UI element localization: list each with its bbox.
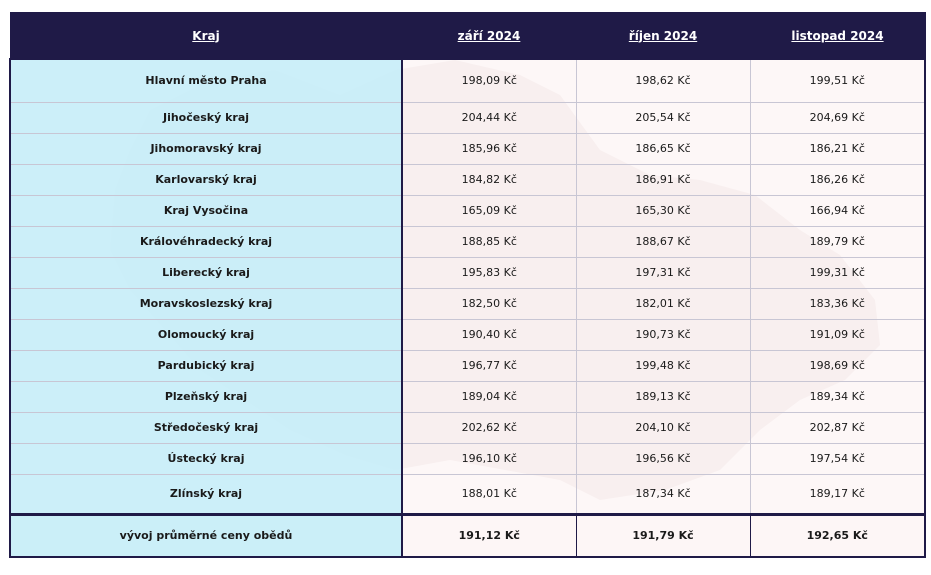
region-cell: Zlínský kraj [9,473,403,515]
price-cell: 185,96 Kč [401,132,577,165]
price-cell: 199,51 Kč [749,58,926,103]
column-header-november[interactable]: listopad 2024 [749,12,926,60]
table-row: Moravskoslezský kraj 182,50 Kč 182,01 Kč… [9,287,926,320]
region-cell: Jihočeský kraj [9,101,403,134]
region-cell: Olomoucký kraj [9,318,403,351]
price-cell: 196,77 Kč [401,349,577,382]
price-cell: 195,83 Kč [401,256,577,289]
column-header-october[interactable]: říjen 2024 [575,12,751,60]
table-row: Jihočeský kraj 204,44 Kč 205,54 Kč 204,6… [9,101,926,134]
price-cell: 186,91 Kč [575,163,751,196]
price-cell: 190,73 Kč [575,318,751,351]
price-cell: 197,54 Kč [749,442,926,475]
region-cell: Kraj Vysočina [9,194,403,227]
average-price-cell: 191,12 Kč [401,512,577,558]
price-cell: 202,87 Kč [749,411,926,444]
price-cell: 199,48 Kč [575,349,751,382]
price-cell: 197,31 Kč [575,256,751,289]
table-row: Plzeňský kraj 189,04 Kč 189,13 Kč 189,34… [9,380,926,413]
table-row: Jihomoravský kraj 185,96 Kč 186,65 Kč 18… [9,132,926,165]
price-cell: 186,21 Kč [749,132,926,165]
region-cell: Hlavní město Praha [9,58,403,103]
price-cell: 190,40 Kč [401,318,577,351]
table-row: Ústecký kraj 196,10 Kč 196,56 Kč 197,54 … [9,442,926,475]
price-cell: 183,36 Kč [749,287,926,320]
price-cell: 196,56 Kč [575,442,751,475]
column-header-region[interactable]: Kraj [9,12,403,60]
region-cell: Jihomoravský kraj [9,132,403,165]
region-cell: Moravskoslezský kraj [9,287,403,320]
price-cell: 189,13 Kč [575,380,751,413]
table-row: Středočeský kraj 202,62 Kč 204,10 Kč 202… [9,411,926,444]
table-row: Liberecký kraj 195,83 Kč 197,31 Kč 199,3… [9,256,926,289]
price-cell: 196,10 Kč [401,442,577,475]
header-row: Kraj září 2024 říjen 2024 listopad 2024 [9,12,926,60]
price-cell: 166,94 Kč [749,194,926,227]
price-cell: 188,01 Kč [401,473,577,515]
price-cell: 189,79 Kč [749,225,926,258]
price-cell: 182,50 Kč [401,287,577,320]
price-cell: 182,01 Kč [575,287,751,320]
average-row: vývoj průměrné ceny obědů 191,12 Kč 191,… [9,512,926,558]
price-cell: 189,17 Kč [749,473,926,515]
region-cell: Ústecký kraj [9,442,403,475]
region-cell: Pardubický kraj [9,349,403,382]
table-row: Zlínský kraj 188,01 Kč 187,34 Kč 189,17 … [9,473,926,515]
price-cell: 188,67 Kč [575,225,751,258]
average-label: vývoj průměrné ceny obědů [9,512,403,558]
region-cell: Plzeňský kraj [9,380,403,413]
price-cell: 198,69 Kč [749,349,926,382]
region-cell: Liberecký kraj [9,256,403,289]
price-cell: 191,09 Kč [749,318,926,351]
price-cell: 198,09 Kč [401,58,577,103]
price-cell: 202,62 Kč [401,411,577,444]
price-cell: 186,65 Kč [575,132,751,165]
table-row: Olomoucký kraj 190,40 Kč 190,73 Kč 191,0… [9,318,926,351]
table-row: Královéhradecký kraj 188,85 Kč 188,67 Kč… [9,225,926,258]
price-cell: 189,04 Kč [401,380,577,413]
region-cell: Královéhradecký kraj [9,225,403,258]
price-cell: 204,10 Kč [575,411,751,444]
price-cell: 198,62 Kč [575,58,751,103]
table-row: Karlovarský kraj 184,82 Kč 186,91 Kč 186… [9,163,926,196]
price-cell: 189,34 Kč [749,380,926,413]
price-cell: 199,31 Kč [749,256,926,289]
region-cell: Karlovarský kraj [9,163,403,196]
lunch-price-table: Kraj září 2024 říjen 2024 listopad 2024 … [9,12,926,558]
price-cell: 187,34 Kč [575,473,751,515]
price-cell: 186,26 Kč [749,163,926,196]
price-cell: 165,09 Kč [401,194,577,227]
price-cell: 205,54 Kč [575,101,751,134]
table-row: Pardubický kraj 196,77 Kč 199,48 Kč 198,… [9,349,926,382]
column-header-september[interactable]: září 2024 [401,12,577,60]
price-cell: 184,82 Kč [401,163,577,196]
price-cell: 188,85 Kč [401,225,577,258]
price-cell: 204,44 Kč [401,101,577,134]
price-cell: 204,69 Kč [749,101,926,134]
price-cell: 165,30 Kč [575,194,751,227]
region-cell: Středočeský kraj [9,411,403,444]
average-price-cell: 191,79 Kč [575,512,751,558]
average-price-cell: 192,65 Kč [749,512,926,558]
table-row: Hlavní město Praha 198,09 Kč 198,62 Kč 1… [9,58,926,103]
table-row: Kraj Vysočina 165,09 Kč 165,30 Kč 166,94… [9,194,926,227]
